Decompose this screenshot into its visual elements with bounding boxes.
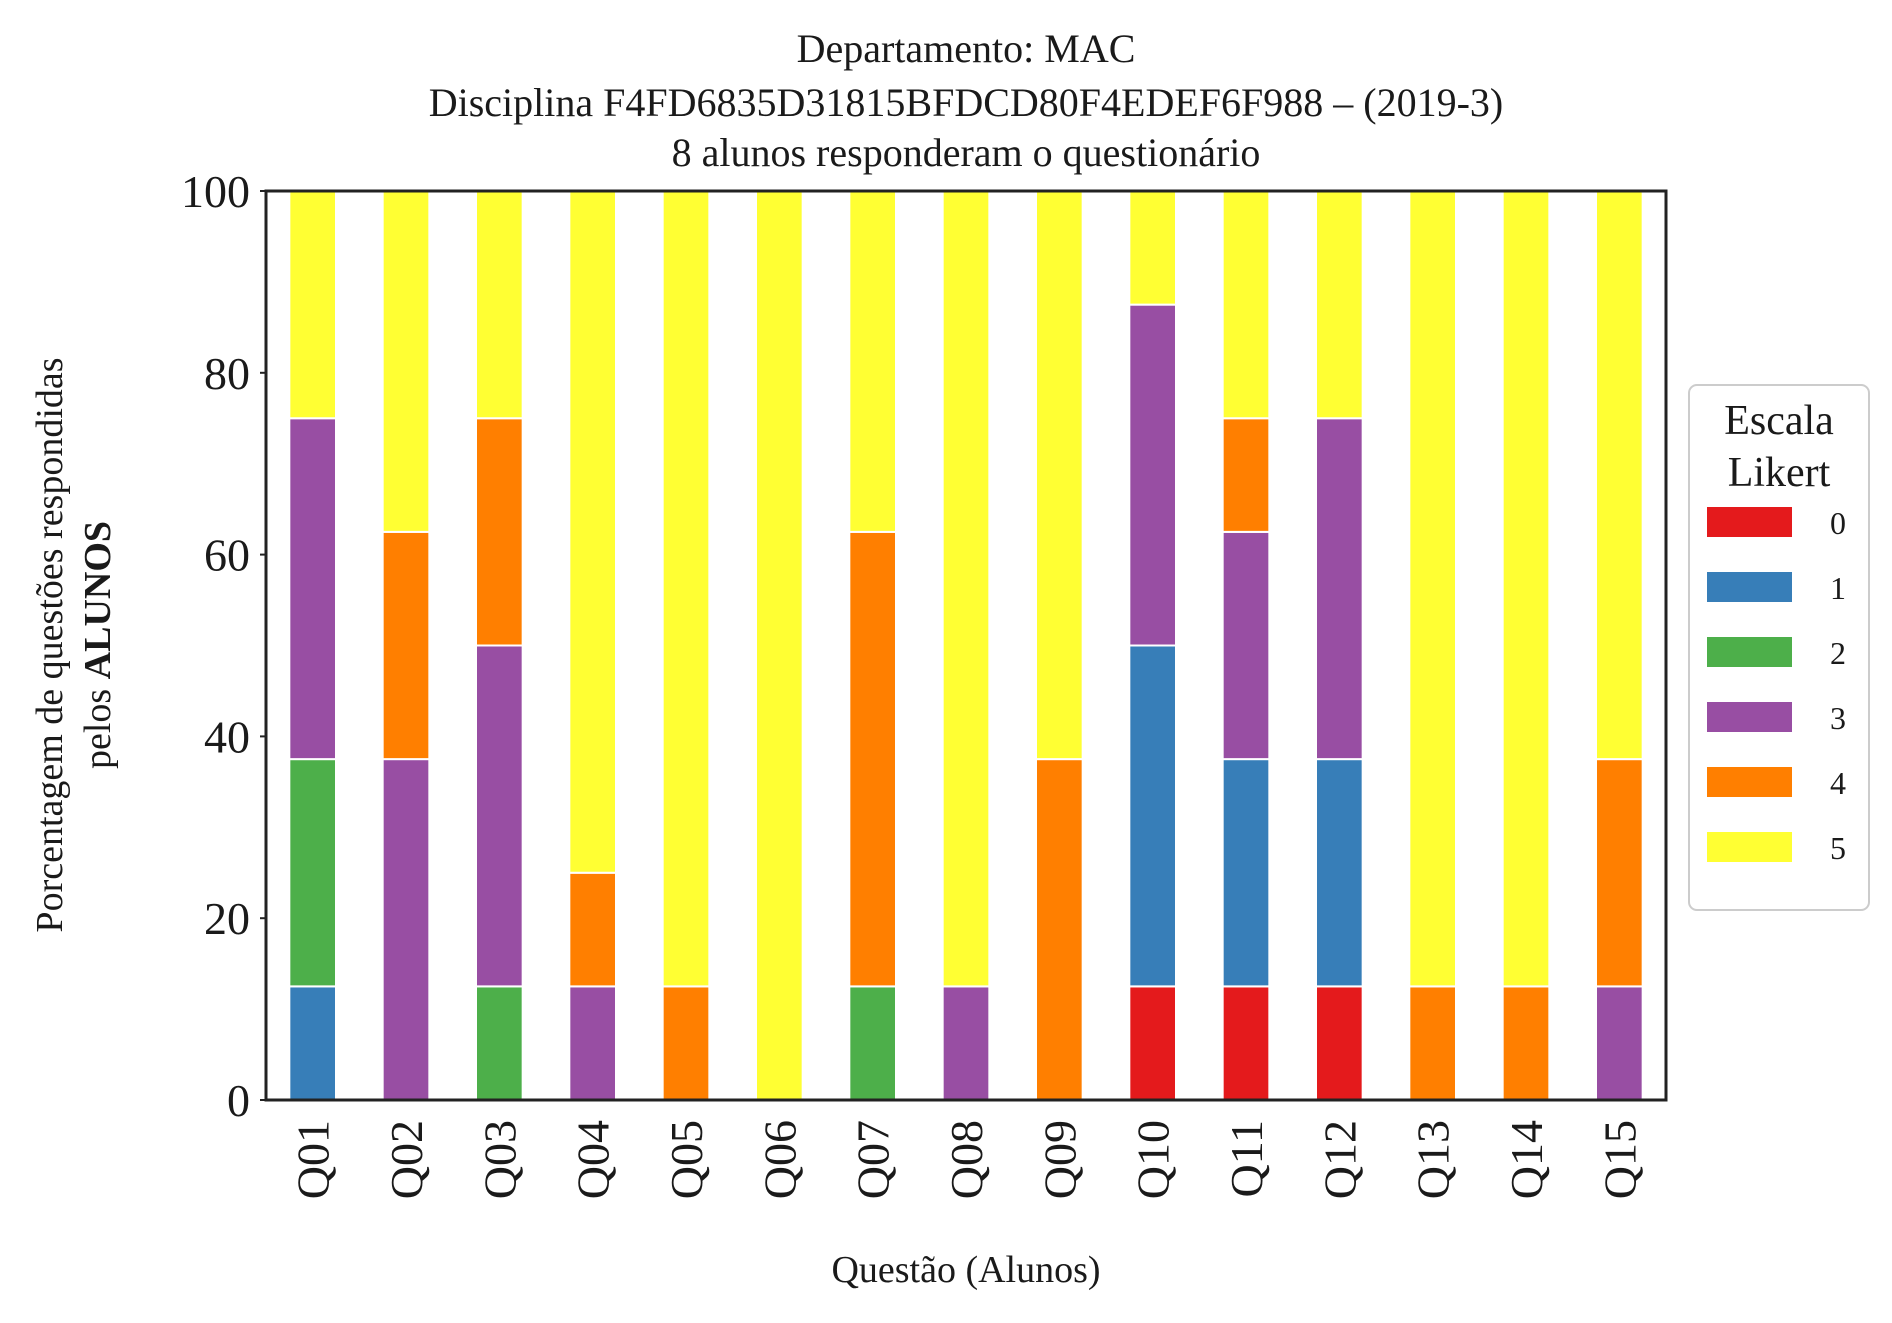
bars-layer <box>288 190 1644 1101</box>
legend-swatch-5 <box>1707 832 1792 862</box>
y-axis-label: Porcentagem de questões respondidas pelo… <box>29 357 119 932</box>
bar-q03-likert-3 <box>475 644 524 988</box>
legend-label-3: 3 <box>1830 700 1846 736</box>
x-tick-label-q08: Q08 <box>941 1120 992 1199</box>
x-axis-ticks: Q01 Q02 Q03 Q04 Q05 Q06 Q07 Q08 Q09 Q10 Q11 Q12 Q13 Q… <box>288 1120 1646 1199</box>
bar-q10-likert-1 <box>1128 644 1178 988</box>
bar-q13-likert-5 <box>1408 190 1458 988</box>
legend-swatch-0 <box>1707 507 1792 537</box>
bar-q15-likert-5 <box>1595 190 1644 761</box>
legend-label-4: 4 <box>1830 765 1846 801</box>
legend-swatch-4 <box>1707 767 1792 797</box>
y-tick-label: 80 <box>204 348 250 399</box>
bar-q10-likert-0 <box>1128 985 1178 1101</box>
y-tick-label: 20 <box>204 893 250 944</box>
bar-q03-likert-5 <box>475 190 524 420</box>
bar-q03-likert-4 <box>475 417 524 647</box>
bar-q11-likert-5 <box>1221 190 1271 420</box>
x-tick-label-q14: Q14 <box>1501 1120 1552 1199</box>
bar-q01-likert-5 <box>288 190 338 420</box>
legend-label-2: 2 <box>1830 635 1846 671</box>
bar-q04-likert-4 <box>568 871 617 988</box>
y-axis-ticks: 0 20 40 60 80 100 <box>181 166 266 1126</box>
bar-q13-likert-4 <box>1408 985 1458 1101</box>
bar-q14-likert-5 <box>1501 190 1551 988</box>
y-tick-label: 60 <box>204 530 250 581</box>
legend-swatch-3 <box>1707 702 1792 732</box>
x-axis-label: Questão (Alunos) <box>831 1249 1100 1291</box>
bar-q11-likert-1 <box>1221 758 1271 988</box>
title-line-3: 8 alunos responderam o questionário <box>672 130 1261 175</box>
bar-q11-likert-3 <box>1221 530 1271 761</box>
bar-q01-likert-2 <box>288 758 338 988</box>
bar-q05-likert-4 <box>661 985 711 1101</box>
bar-q01-likert-1 <box>288 985 338 1101</box>
x-tick-label-q07: Q07 <box>848 1120 899 1199</box>
y-axis-label-prefix: pelos <box>77 679 119 769</box>
bar-q09-likert-5 <box>1035 190 1084 761</box>
chart-title: Departamento: MAC Disciplina F4FD6835D31… <box>429 26 1504 175</box>
bar-q07-likert-2 <box>848 985 897 1101</box>
bar-q08-likert-3 <box>941 985 991 1101</box>
x-tick-label-q01: Q01 <box>288 1120 339 1199</box>
bar-q02-likert-4 <box>381 530 431 761</box>
y-axis-label-line-1: Porcentagem de questões respondidas <box>29 357 71 932</box>
bar-q02-likert-3 <box>381 758 431 1101</box>
bar-q08-likert-5 <box>941 190 991 988</box>
x-tick-label-q03: Q03 <box>474 1120 525 1199</box>
x-tick-label-q02: Q02 <box>381 1120 432 1199</box>
title-line-1: Departamento: MAC <box>797 26 1136 71</box>
bar-q15-likert-4 <box>1595 758 1644 988</box>
x-tick-label-q13: Q13 <box>1408 1120 1459 1199</box>
bar-q07-likert-5 <box>848 190 897 533</box>
legend-swatch-1 <box>1707 572 1792 602</box>
bar-q12-likert-3 <box>1315 417 1364 761</box>
x-tick-label-q06: Q06 <box>754 1120 805 1199</box>
y-tick-label: 0 <box>227 1075 250 1126</box>
bar-q12-likert-1 <box>1315 758 1364 988</box>
bar-q06-likert-5 <box>755 190 804 1101</box>
legend-title-line-1: Escala <box>1724 398 1834 444</box>
bar-q15-likert-3 <box>1595 985 1644 1101</box>
bar-q01-likert-3 <box>288 417 338 761</box>
legend-items: 0 1 2 3 4 5 <box>1707 505 1846 866</box>
x-tick-label-q15: Q15 <box>1594 1120 1645 1199</box>
legend-label-1: 1 <box>1830 570 1846 606</box>
x-tick-label-q05: Q05 <box>661 1120 712 1199</box>
bar-q14-likert-4 <box>1501 985 1551 1101</box>
legend: Escala Likert 0 1 2 3 4 5 <box>1688 384 1870 911</box>
bar-q12-likert-0 <box>1315 985 1364 1101</box>
y-tick-label: 100 <box>181 166 250 217</box>
y-tick-label: 40 <box>204 711 250 762</box>
y-axis-label-bold: ALUNOS <box>77 521 119 679</box>
legend-title-line-2: Likert <box>1728 450 1831 496</box>
plot-frame <box>264 189 1668 1102</box>
x-tick-label-q04: Q04 <box>568 1120 619 1199</box>
x-tick-label-q11: Q11 <box>1221 1120 1272 1198</box>
bar-q11-likert-4 <box>1221 417 1271 533</box>
legend-label-5: 5 <box>1830 830 1846 866</box>
bar-q09-likert-4 <box>1035 758 1084 1101</box>
bar-q05-likert-5 <box>661 190 711 988</box>
bar-q12-likert-5 <box>1315 190 1364 420</box>
bar-q07-likert-4 <box>848 530 897 988</box>
x-tick-label-q12: Q12 <box>1314 1120 1365 1199</box>
bar-q03-likert-2 <box>475 985 524 1101</box>
title-line-2: Disciplina F4FD6835D31815BFDCD80F4EDEF6F… <box>429 80 1504 125</box>
x-tick-label-q10: Q10 <box>1128 1120 1179 1199</box>
bar-q10-likert-5 <box>1128 190 1178 306</box>
y-axis-label-line-2: pelos ALUNOS <box>77 521 119 769</box>
legend-label-0: 0 <box>1830 505 1846 541</box>
bar-q02-likert-5 <box>381 190 431 533</box>
x-tick-label-q09: Q09 <box>1034 1120 1085 1199</box>
bar-q11-likert-0 <box>1221 985 1271 1101</box>
legend-swatch-2 <box>1707 637 1792 667</box>
bar-q04-likert-5 <box>568 190 617 874</box>
bar-q10-likert-3 <box>1128 303 1178 647</box>
bar-q04-likert-3 <box>568 985 617 1101</box>
